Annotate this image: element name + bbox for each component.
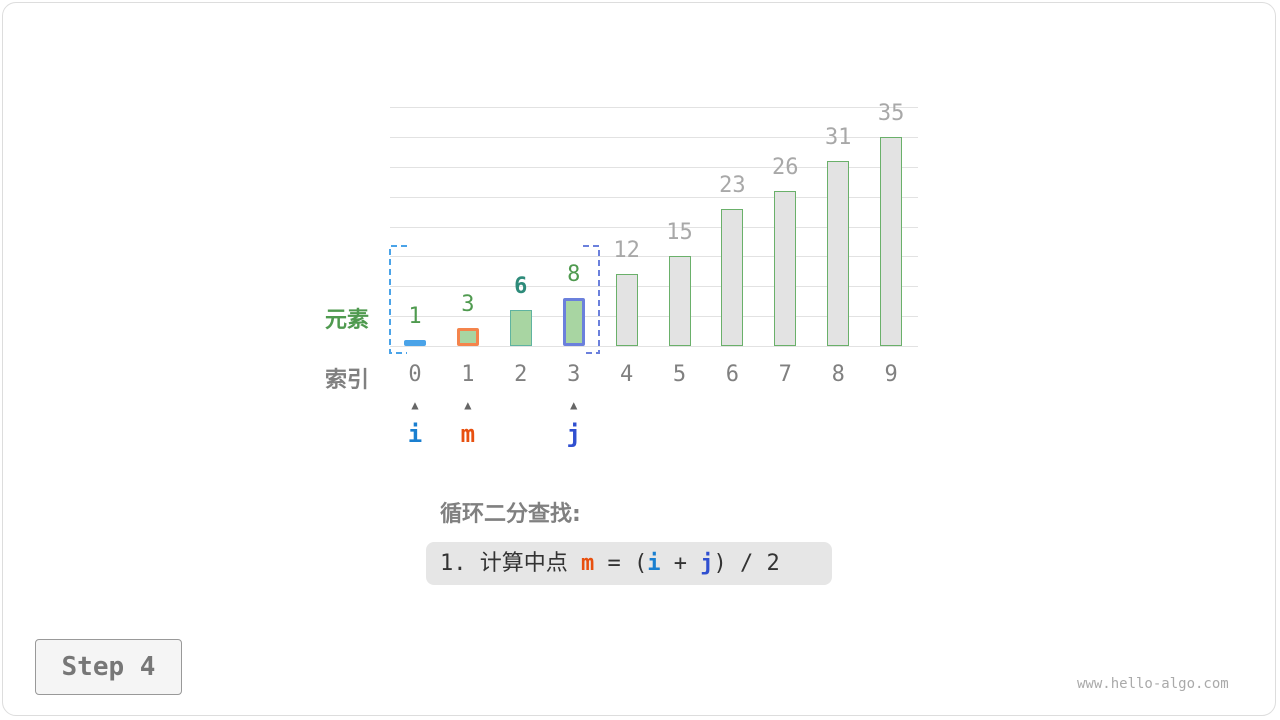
formula-eq: = ( (594, 551, 648, 576)
bar (721, 208, 744, 346)
pointer-arrow-icon: ▲ (570, 398, 578, 412)
formula-tail: ) / 2 (713, 551, 780, 576)
description-title: 循环二分查找: (440, 502, 581, 527)
gridline (390, 226, 918, 228)
bar-value-label: 35 (877, 101, 905, 126)
bar-value-label: 8 (567, 262, 581, 288)
gridline (390, 316, 918, 318)
index-tick-label: 4 (619, 362, 634, 387)
bar (827, 160, 850, 346)
index-tick-label: 0 (408, 362, 422, 387)
watermark: www.hello-algo.com (1077, 676, 1229, 692)
formula-m: m (580, 551, 595, 576)
bar (562, 298, 585, 346)
index-tick-label: 8 (831, 362, 845, 387)
bar-value-label: 23 (719, 172, 746, 198)
formula-i: i (647, 551, 661, 576)
gridline (390, 286, 918, 288)
index-tick-label: 9 (884, 362, 898, 387)
index-tick-label: 2 (514, 362, 528, 387)
bar-value-label: 31 (824, 124, 852, 150)
formula-j: j (700, 551, 714, 576)
index-tick-label: 7 (778, 362, 792, 387)
bar-value-label: 3 (461, 292, 475, 318)
pointer-arrow-icon: ▲ (411, 398, 419, 412)
bar (880, 137, 903, 346)
bar-value-label: 26 (772, 154, 799, 180)
bar (668, 256, 691, 346)
index-tick-label: 3 (567, 362, 581, 387)
bar (615, 274, 638, 346)
bar (404, 340, 426, 347)
index-tick-label: 5 (672, 362, 687, 387)
elements-label: 元素 (325, 308, 370, 333)
bar (456, 328, 479, 346)
bar-value-label: 1 (408, 304, 422, 330)
step-formula: 1. 计算中点 m = (i + j) / 2 (426, 542, 832, 585)
gridline (390, 346, 918, 347)
search-range-bracket (389, 245, 600, 354)
pointer-j: j (566, 420, 581, 448)
formula-prefix: 1. 计算中点 (440, 551, 581, 576)
pointer-m: m (460, 420, 476, 448)
bar-value-label: 15 (666, 220, 693, 246)
gridline (390, 137, 918, 138)
index-tick-label: 6 (725, 362, 740, 387)
step-button[interactable]: Step 4 (35, 639, 182, 695)
index-tick-label: 1 (461, 362, 475, 387)
bar-value-label: 12 (613, 238, 640, 264)
pointer-i: i (407, 420, 423, 448)
formula-plus: + (660, 551, 701, 576)
gridline (390, 196, 918, 198)
bar (774, 190, 797, 346)
gridline (390, 107, 918, 109)
index-label: 索引 (325, 368, 370, 393)
gridline (390, 166, 918, 168)
pointer-arrow-icon: ▲ (464, 398, 472, 412)
gridline (390, 256, 918, 258)
bar-value-label: 6 (514, 274, 528, 300)
bar (509, 310, 532, 346)
